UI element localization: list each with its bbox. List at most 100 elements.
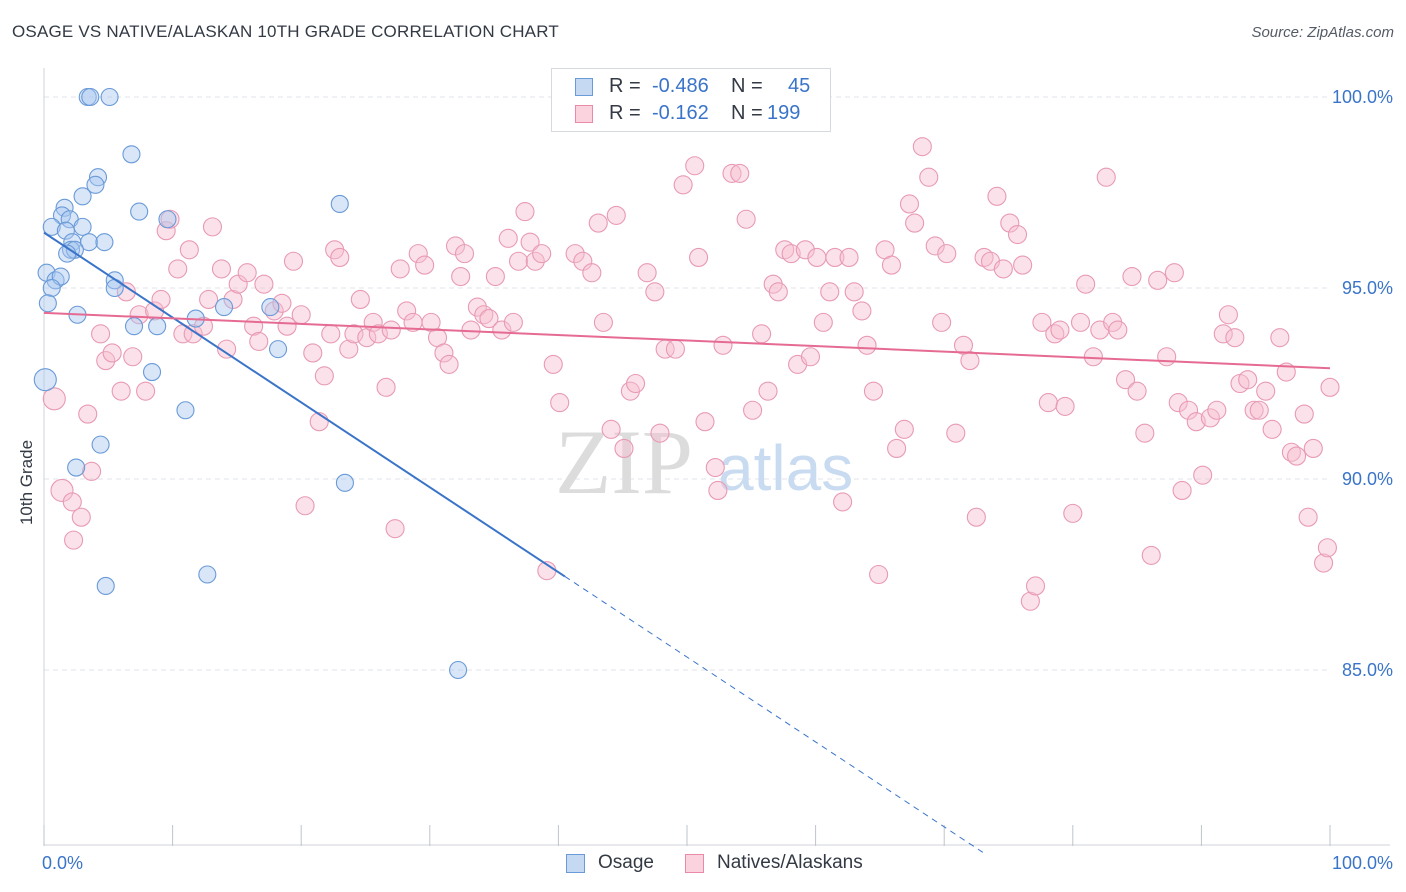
osage-point	[142, 362, 162, 382]
native-point	[376, 377, 396, 397]
native-point	[1298, 507, 1318, 527]
native-point	[1317, 538, 1337, 558]
native-point	[606, 205, 626, 225]
native-point	[183, 324, 203, 344]
native-point	[894, 419, 914, 439]
osage-point	[214, 298, 234, 317]
native-point	[168, 259, 188, 279]
n-label: N =	[731, 75, 763, 97]
native-point	[71, 507, 91, 527]
native-point	[249, 331, 269, 352]
native-point	[1115, 370, 1136, 390]
native-point	[966, 507, 986, 527]
osage-point	[91, 435, 110, 454]
native-point	[1157, 347, 1177, 367]
native-point	[1213, 324, 1233, 344]
native-point	[588, 213, 608, 233]
osage-n-value: 45	[788, 75, 811, 97]
native-point	[685, 156, 705, 176]
native-point	[314, 366, 334, 386]
osage-point	[100, 87, 119, 107]
native-point	[498, 228, 518, 248]
source-credit: Source: ZipAtlas.com	[1251, 24, 1394, 41]
native-point	[321, 324, 341, 344]
native-point	[156, 221, 176, 241]
native-point	[344, 324, 364, 344]
native-point	[1055, 396, 1075, 416]
native-point	[730, 163, 750, 183]
native-point	[1025, 576, 1046, 596]
native-point	[1244, 400, 1264, 420]
native-point	[525, 251, 545, 271]
native-point	[743, 400, 763, 420]
native-point	[1164, 263, 1184, 283]
native-point	[272, 293, 292, 313]
native-point	[1000, 213, 1020, 233]
native-point	[1314, 553, 1334, 573]
x-tick-label: 0.0%	[42, 853, 83, 873]
osage-legend-label: Osage	[598, 852, 654, 873]
native-point	[1063, 503, 1083, 523]
native-point	[925, 236, 945, 256]
native-point	[857, 335, 877, 355]
osage-point	[330, 194, 349, 214]
native-point	[833, 492, 853, 512]
osage-point	[148, 317, 167, 336]
osage-point	[67, 458, 86, 477]
stats-legend: R = -0.486 N = 45 R = -0.162 N = 199	[551, 68, 831, 132]
native-point	[202, 217, 223, 237]
native-point	[807, 247, 827, 267]
native-point	[932, 312, 952, 332]
native-point	[650, 423, 670, 443]
native-point	[390, 259, 410, 279]
osage-point	[56, 221, 75, 240]
native-point	[781, 244, 801, 264]
native-point	[601, 419, 621, 439]
native-point	[946, 423, 966, 443]
native-point	[673, 175, 693, 195]
chart-title: OSAGE VS NATIVE/ALASKAN 10TH GRADE CORRE…	[12, 22, 559, 41]
native-point	[217, 339, 237, 359]
native-point	[813, 312, 833, 332]
y-tick-label: 100.0%	[1332, 87, 1393, 107]
y-tick-label: 90.0%	[1342, 469, 1393, 489]
native-point	[503, 312, 523, 332]
native-point	[919, 167, 939, 187]
native-point	[614, 438, 634, 458]
osage-point	[73, 217, 92, 236]
native-point	[1172, 480, 1192, 501]
native-point	[42, 387, 66, 411]
native-point	[193, 316, 214, 336]
native-point	[1200, 408, 1220, 428]
native-point	[708, 480, 728, 501]
native-point	[485, 266, 505, 287]
osage-point	[261, 298, 280, 317]
native-point	[1303, 438, 1323, 458]
native-point	[1038, 393, 1058, 413]
osage-point	[335, 473, 354, 492]
native-point	[800, 347, 821, 367]
y-axis-title: 10th Grade	[17, 440, 36, 525]
native-point	[330, 247, 350, 267]
native-point	[713, 335, 733, 355]
native-point	[1127, 381, 1147, 401]
native-point	[820, 282, 840, 302]
native-point	[1070, 312, 1091, 332]
native-point	[339, 339, 359, 359]
native-point	[1076, 274, 1096, 294]
osage-point	[198, 565, 217, 584]
native-point	[1013, 255, 1033, 275]
osage-point	[86, 175, 105, 194]
native-point	[303, 343, 323, 363]
r-label: R =	[609, 75, 641, 97]
native-point	[825, 247, 845, 267]
native-point	[852, 301, 872, 321]
native-point	[1032, 312, 1052, 332]
native-point	[467, 297, 487, 317]
native-point	[722, 163, 742, 183]
native-point	[223, 289, 243, 310]
native-legend-swatch	[685, 854, 704, 873]
native-point	[937, 244, 957, 264]
native-point	[1141, 545, 1161, 565]
